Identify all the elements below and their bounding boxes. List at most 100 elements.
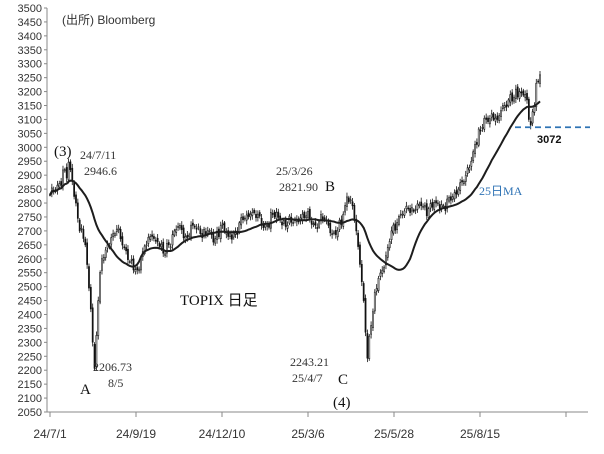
annotation-b-date: 25/3/26 (276, 164, 313, 178)
y-tick-label: 2950 (18, 156, 42, 168)
candle-body (71, 167, 74, 182)
candle-body (448, 197, 450, 202)
candle-body (422, 205, 424, 208)
candle-body (134, 269, 137, 273)
candle-body (433, 202, 436, 210)
candle-body (62, 169, 64, 187)
annotation-a-label: A (80, 382, 91, 398)
candle-body (321, 216, 324, 221)
candle-body (373, 291, 376, 312)
candle-body (483, 117, 486, 130)
candle-body (123, 246, 126, 249)
x-tick-label: 25/3/6 (291, 427, 325, 441)
candle-body (132, 258, 135, 271)
candle-body (375, 288, 378, 292)
y-tick-label: 3350 (18, 45, 42, 57)
candle-body (227, 230, 230, 237)
candle-body (171, 234, 174, 246)
candle-body (186, 234, 189, 238)
y-tick-label: 2200 (18, 365, 42, 377)
candle-body (518, 91, 521, 99)
candle-body (101, 258, 103, 271)
candle-body (273, 211, 276, 218)
candle-body (353, 205, 356, 221)
candle-body (492, 113, 495, 120)
candle-body (192, 222, 194, 226)
candle-body (425, 203, 428, 217)
candle-body (498, 115, 501, 121)
candle-body (509, 94, 512, 103)
candle-body (258, 212, 261, 217)
candle-body (145, 244, 148, 247)
candle-body (409, 208, 411, 213)
candle-body (385, 255, 387, 266)
candle-body (99, 272, 101, 303)
candle-body (125, 247, 127, 252)
candle-body (197, 226, 200, 229)
candle-body (424, 205, 426, 208)
candle-body (249, 213, 252, 218)
y-tick-label: 2800 (18, 198, 42, 210)
candle-body (427, 208, 430, 219)
candle-body (381, 269, 384, 274)
candle-body (327, 220, 330, 226)
candle-body (63, 169, 66, 172)
candle-body (275, 212, 278, 220)
y-tick-label: 3150 (18, 101, 42, 113)
annotation-c-value: 2243.21 (290, 355, 329, 369)
annotation-a-value: 2206.73 (93, 360, 132, 374)
candle-body (494, 117, 497, 122)
candle-body (82, 229, 85, 239)
candle-body (153, 236, 155, 239)
candle-body (173, 230, 176, 236)
candle-body (392, 224, 395, 234)
candle-body (323, 217, 326, 220)
candle-body (76, 202, 79, 219)
candle-body (193, 225, 196, 228)
candle-body (370, 325, 372, 335)
candle-body (366, 333, 369, 359)
candle-body (318, 220, 321, 228)
candle-body (368, 335, 371, 359)
y-tick-label: 3200 (18, 87, 42, 99)
candle-body (455, 190, 458, 195)
candle-body (162, 241, 165, 254)
candle-body (112, 233, 114, 238)
candle-body (151, 234, 153, 237)
x-tick-label: 24/7/1 (33, 427, 67, 441)
candle-body (435, 200, 437, 204)
y-tick-label: 2050 (18, 407, 42, 419)
candle-body (166, 243, 168, 254)
candle-body (451, 196, 454, 200)
candle-body (179, 225, 181, 229)
candle-body (440, 204, 443, 209)
candle-body (379, 272, 382, 277)
candle-body (130, 258, 133, 261)
candle-body (411, 207, 413, 212)
candle-body (257, 213, 259, 218)
x-tick-label: 25/5/28 (374, 427, 414, 441)
candle-body (514, 88, 517, 99)
candle-body (167, 242, 170, 246)
candle-body (251, 212, 254, 216)
candle-body (245, 214, 248, 221)
x-tick-label: 25/8/15 (460, 427, 500, 441)
candle-body (305, 215, 308, 219)
candle-body (490, 113, 493, 118)
candle-body (333, 231, 335, 234)
candle-body (334, 229, 337, 235)
y-tick-label: 2500 (18, 282, 42, 294)
candle-body (117, 227, 120, 231)
candle-body (338, 219, 341, 230)
candle-body (95, 335, 98, 367)
candle-body (450, 196, 452, 201)
candle-body (60, 181, 63, 186)
candle-body (91, 307, 94, 343)
candle-body (513, 96, 515, 102)
y-tick-label: 2750 (18, 212, 42, 224)
candle-body (351, 201, 354, 207)
y-tick-label: 2550 (18, 268, 42, 280)
candle-body (347, 197, 350, 203)
candle-body (331, 233, 333, 235)
